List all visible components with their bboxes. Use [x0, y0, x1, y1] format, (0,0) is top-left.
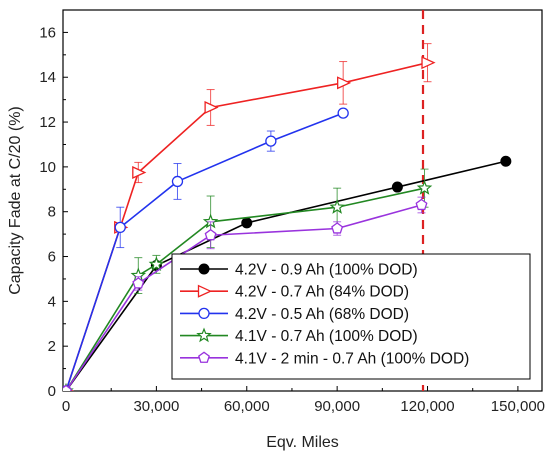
- x-tick-label: 30,000: [133, 398, 179, 415]
- legend-marker: [196, 327, 212, 343]
- legend-box: [171, 253, 531, 380]
- x-tick-label: 60,000: [224, 398, 270, 415]
- data-point: [148, 256, 165, 271]
- x-tick-label: 150,000: [491, 398, 545, 415]
- data-point: [416, 180, 433, 195]
- y-tick-label: 8: [48, 204, 56, 221]
- data-point: [114, 221, 126, 234]
- legend-marker: [197, 284, 213, 298]
- legend-label: 4.2V - 0.9 Ah (100% DOD): [235, 262, 418, 279]
- legend-label: 4.2V - 0.7 Ah (84% DOD): [235, 284, 409, 301]
- data-point: [329, 199, 345, 214]
- x-tick-label: 0: [62, 398, 70, 415]
- data-point: [421, 56, 436, 70]
- legend-marker: [198, 307, 210, 320]
- data-point: [337, 107, 349, 119]
- y-tick-label: 0: [48, 383, 56, 400]
- data-point: [204, 228, 217, 241]
- x-tick-label: 90,000: [314, 398, 360, 415]
- legend: 4.2V - 0.9 Ah (100% DOD) 4.2V - 0.7 Ah (8…: [171, 253, 531, 380]
- y-tick-label: 4: [48, 293, 56, 310]
- data-point: [63, 384, 73, 391]
- x-tick-label: 120,000: [400, 398, 454, 415]
- y-tick-label: 16: [39, 24, 56, 41]
- data-point: [391, 181, 403, 193]
- y-tick-label: 12: [39, 114, 56, 131]
- data-point: [241, 217, 253, 229]
- legend-label: 4.2V - 0.5 Ah (68% DOD): [235, 306, 409, 323]
- data-point: [132, 277, 145, 289]
- data-point: [415, 198, 428, 211]
- series-3: [63, 107, 349, 391]
- data-point: [204, 100, 219, 115]
- data-point: [171, 175, 184, 188]
- x-axis-title: Eqv. Miles: [266, 434, 339, 451]
- series-line: [65, 187, 425, 391]
- y-axis-title: Capacity Fade at C/20 (%): [7, 106, 24, 295]
- legend-label: 4.1V - 2 min - 0.7 Ah (100% DOD): [235, 350, 469, 367]
- series-5: [63, 196, 428, 391]
- y-tick-label: 10: [39, 159, 56, 176]
- data-point: [337, 76, 352, 90]
- data-point: [331, 222, 344, 234]
- plot-frame: [62, 9, 543, 392]
- legend-label: 4.1V - 0.7 Ah (100% DOD): [235, 328, 418, 345]
- data-point: [500, 155, 512, 167]
- data-point: [265, 135, 277, 147]
- y-tick-label: 14: [39, 69, 56, 86]
- y-tick-label: 6: [48, 249, 56, 266]
- data-point: [132, 165, 147, 179]
- legend-marker: [198, 263, 210, 275]
- y-tick-label: 2: [48, 338, 56, 355]
- legend-marker: [198, 351, 210, 363]
